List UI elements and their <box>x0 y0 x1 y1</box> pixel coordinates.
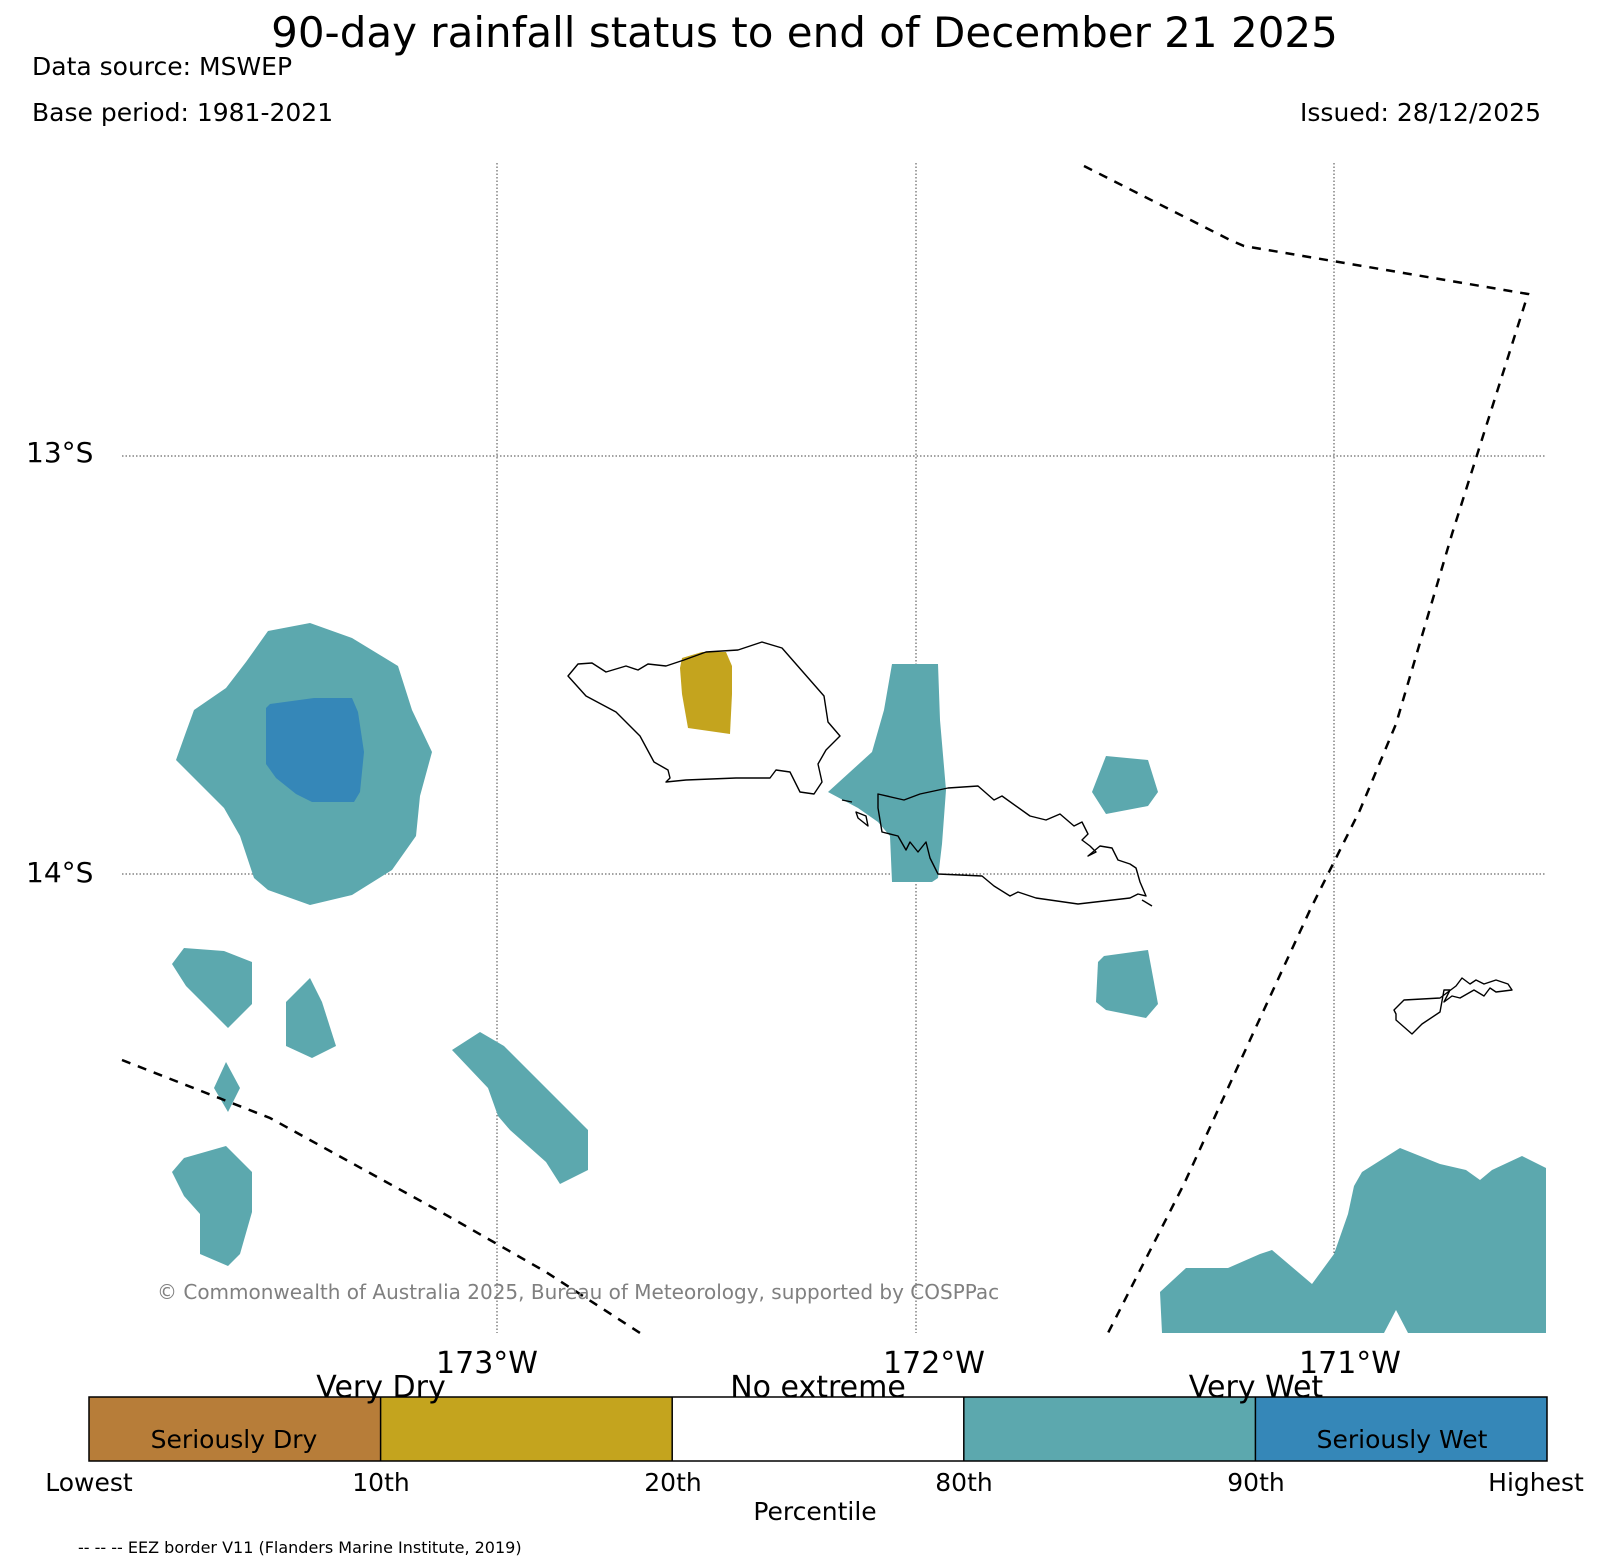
very-wet-region-southeast <box>1160 1148 1546 1333</box>
very-wet-region-sw1 <box>172 948 252 1028</box>
eez-border-southwest <box>121 1058 641 1335</box>
very-wet-region-central <box>828 664 946 882</box>
copyright-notice: © Commonwealth of Australia 2025, Bureau… <box>157 1280 1000 1304</box>
colorbar-seg-seriously-dry <box>89 1397 381 1461</box>
tick-lowest: Lowest <box>45 1468 133 1497</box>
lat-label-13s: 13°S <box>26 436 94 469</box>
page-title: 90-day rainfall status to end of Decembe… <box>271 8 1338 57</box>
very-wet-region-sw4 <box>172 1146 252 1266</box>
seriously-wet-region <box>266 698 364 802</box>
very-wet-region-sw3 <box>214 1062 240 1112</box>
coast-fragment <box>1141 899 1153 907</box>
tick-80th: 80th <box>935 1468 993 1497</box>
colorbar-seg-very-wet <box>963 1397 1256 1461</box>
very-wet-region-sw2 <box>286 978 336 1058</box>
very-wet-region-south <box>452 1032 588 1184</box>
colorbar-seg-very-dry <box>380 1397 673 1461</box>
colorbar-seg-no-extreme <box>672 1397 964 1461</box>
issued-date: Issued: 28/12/2025 <box>1300 98 1541 127</box>
eez-border-north <box>1083 164 1530 1334</box>
category-very-dry: Very Dry <box>316 1370 446 1405</box>
lon-label-171w: 171°W <box>1299 1346 1401 1381</box>
island-upolu-outline <box>877 785 1147 905</box>
category-seriously-wet: Seriously Wet <box>1316 1425 1488 1454</box>
island-tutuila-outline <box>1393 977 1513 1035</box>
very-wet-region-east1 <box>1092 756 1158 814</box>
eez-note: -- -- -- EEZ border V11 (Flanders Marine… <box>78 1538 522 1557</box>
tick-10th: 10th <box>352 1468 410 1497</box>
coast-fragment-west <box>841 799 853 803</box>
lon-label-173w: 173°W <box>436 1346 538 1381</box>
tick-highest: Highest <box>1488 1468 1584 1497</box>
category-no-extreme: No extreme <box>730 1370 906 1405</box>
very-wet-region-east2 <box>1096 950 1158 1018</box>
base-period: Base period: 1981-2021 <box>32 98 334 127</box>
category-seriously-dry: Seriously Dry <box>150 1425 318 1454</box>
tick-20th: 20th <box>644 1468 702 1497</box>
colorbar-title: Percentile <box>753 1497 877 1526</box>
category-very-wet: Very Wet <box>1188 1370 1324 1405</box>
island-savaii-outline <box>567 641 841 795</box>
colorbar-seg-seriously-wet <box>1255 1397 1547 1461</box>
lon-label-172w: 172°W <box>883 1346 985 1381</box>
island-manono-outline <box>855 811 869 827</box>
very-dry-region <box>680 652 732 734</box>
colorbar <box>88 1396 1548 1462</box>
lat-label-14s: 14°S <box>26 856 94 889</box>
tick-90th: 90th <box>1227 1468 1285 1497</box>
data-source: Data source: MSWEP <box>32 52 293 81</box>
